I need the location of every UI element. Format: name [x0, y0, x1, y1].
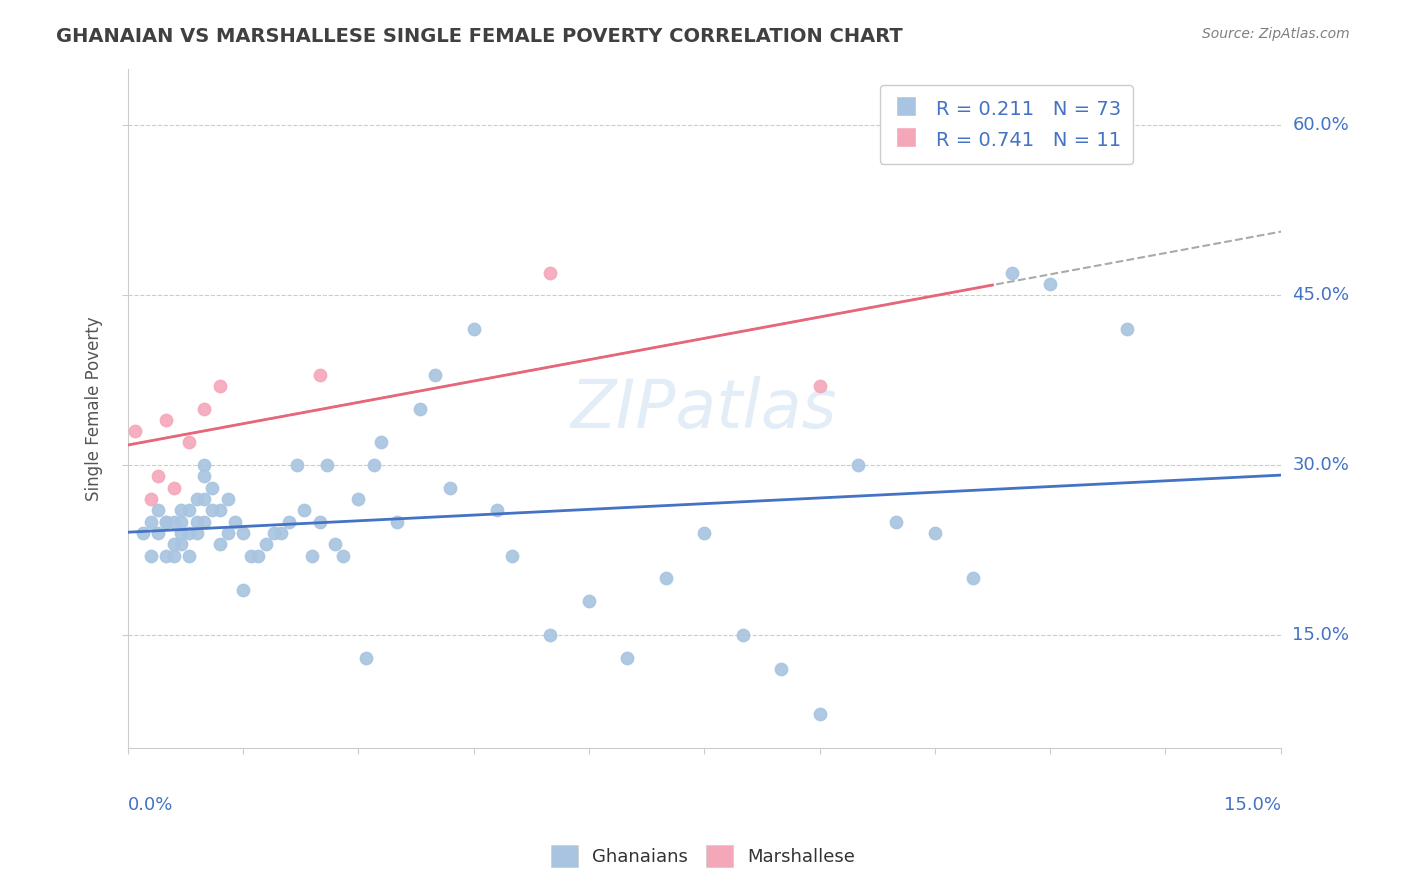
Text: Source: ZipAtlas.com: Source: ZipAtlas.com [1202, 27, 1350, 41]
Point [846, 458, 869, 472]
Point [439, 481, 461, 495]
Legend: R = 0.211   N = 73, R = 0.741   N = 11: R = 0.211 N = 73, R = 0.741 N = 11 [880, 85, 1133, 163]
Point [170, 515, 193, 529]
Point [148, 526, 170, 541]
Point [179, 435, 201, 450]
Point [578, 594, 600, 608]
Point [770, 662, 793, 676]
Point [148, 469, 170, 483]
Point [270, 526, 292, 541]
Point [485, 503, 508, 517]
Point [201, 503, 224, 517]
Point [239, 549, 262, 563]
Text: 60.0%: 60.0% [1292, 116, 1350, 134]
Point [501, 549, 523, 563]
Point [538, 266, 561, 280]
Point [148, 503, 170, 517]
Point [808, 379, 831, 393]
Point [139, 515, 162, 529]
Point [201, 481, 224, 495]
Text: 45.0%: 45.0% [1292, 286, 1350, 304]
Point [217, 492, 239, 507]
Point [316, 458, 339, 472]
Point [731, 628, 754, 642]
Point [124, 424, 146, 438]
Text: 30.0%: 30.0% [1292, 456, 1350, 475]
Point [655, 572, 678, 586]
Point [193, 401, 215, 416]
Point [208, 503, 231, 517]
Point [232, 526, 254, 541]
Point [1039, 277, 1062, 291]
Point [208, 379, 231, 393]
Point [208, 537, 231, 551]
Point [254, 537, 277, 551]
Point [278, 515, 301, 529]
Point [179, 549, 201, 563]
Point [308, 515, 330, 529]
Point [170, 537, 193, 551]
Point [616, 650, 638, 665]
Point [308, 368, 330, 382]
Point [163, 481, 186, 495]
Point [170, 526, 193, 541]
Point [217, 526, 239, 541]
Point [924, 526, 946, 541]
Point [193, 515, 215, 529]
Point [463, 322, 485, 336]
Point [332, 549, 354, 563]
Text: 15.0%: 15.0% [1223, 796, 1281, 814]
Point [808, 707, 831, 722]
Point [886, 515, 908, 529]
Point [186, 526, 208, 541]
Point [538, 628, 561, 642]
Point [155, 549, 177, 563]
Point [263, 526, 285, 541]
Point [232, 582, 254, 597]
Text: 15.0%: 15.0% [1292, 626, 1350, 644]
Point [1116, 322, 1139, 336]
Point [163, 515, 186, 529]
Point [139, 492, 162, 507]
Point [363, 458, 385, 472]
Point [423, 368, 446, 382]
Point [170, 503, 193, 517]
Point [139, 549, 162, 563]
Point [193, 458, 215, 472]
Text: GHANAIAN VS MARSHALLESE SINGLE FEMALE POVERTY CORRELATION CHART: GHANAIAN VS MARSHALLESE SINGLE FEMALE PO… [56, 27, 903, 45]
Point [179, 503, 201, 517]
Legend: Ghanaians, Marshallese: Ghanaians, Marshallese [543, 838, 863, 874]
Point [186, 492, 208, 507]
Point [285, 458, 308, 472]
Point [347, 492, 370, 507]
Point [193, 469, 215, 483]
Point [179, 526, 201, 541]
Point [155, 413, 177, 427]
Point [186, 515, 208, 529]
Point [155, 515, 177, 529]
Point [370, 435, 392, 450]
Point [385, 515, 408, 529]
Point [193, 492, 215, 507]
Point [409, 401, 432, 416]
Point [1001, 266, 1024, 280]
Point [354, 650, 377, 665]
Point [247, 549, 270, 563]
Point [132, 526, 155, 541]
Text: ZIPatlas: ZIPatlas [571, 376, 838, 442]
Point [155, 515, 177, 529]
Point [693, 526, 716, 541]
Text: 0.0%: 0.0% [128, 796, 173, 814]
Point [294, 503, 316, 517]
Point [301, 549, 323, 563]
Point [323, 537, 346, 551]
Y-axis label: Single Female Poverty: Single Female Poverty [86, 316, 103, 500]
Point [163, 549, 186, 563]
Point [163, 537, 186, 551]
Point [962, 572, 984, 586]
Point [224, 515, 246, 529]
